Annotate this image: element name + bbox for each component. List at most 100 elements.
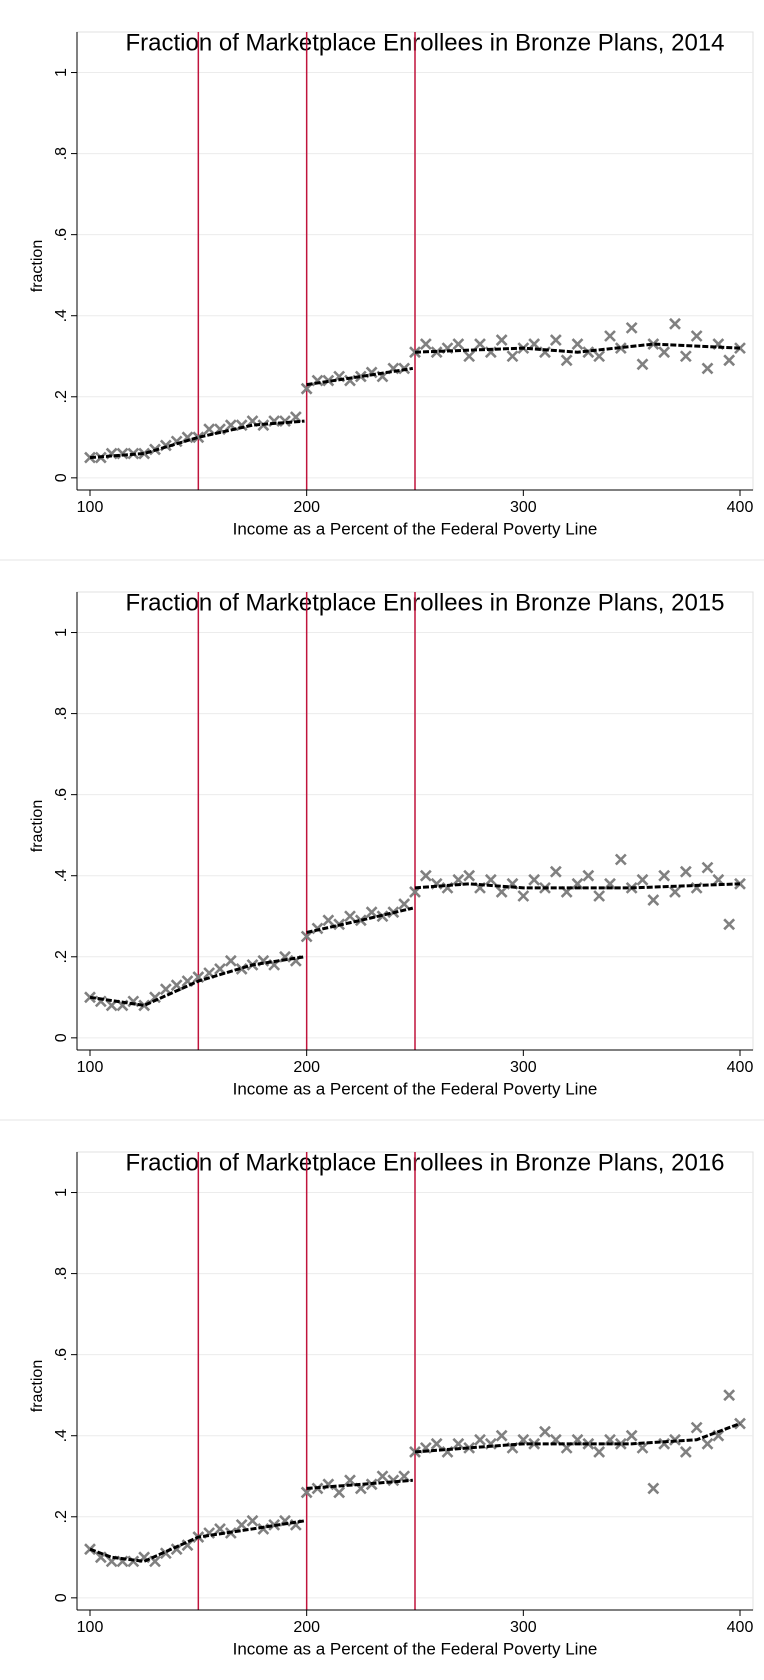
chart-panel: Fraction of Marketplace Enrollees in Bro… (29, 29, 754, 538)
scatter-point (419, 869, 432, 882)
scatter-point (203, 423, 216, 436)
scatter-point (322, 374, 335, 387)
scatter-point (679, 865, 692, 878)
scatter-point (582, 869, 595, 882)
scatter-point (528, 1437, 541, 1450)
scatter-point (94, 995, 107, 1008)
y-tick-label: 0 (53, 473, 70, 482)
x-axis-label: Income as a Percent of the Federal Pover… (233, 519, 598, 538)
scatter-point (506, 350, 519, 363)
fit-line (414, 342, 741, 354)
y-axis-label: fraction (29, 800, 46, 852)
scatter-point (354, 914, 367, 927)
scatter-point (138, 999, 151, 1012)
fit-line (89, 419, 305, 460)
scatter-point (159, 983, 172, 996)
scatter-point (636, 873, 649, 886)
scatter-point (246, 1514, 259, 1527)
scatter-point (322, 914, 335, 927)
scatter-point (430, 1437, 443, 1450)
scatter-point (224, 954, 237, 967)
scatter-point (528, 873, 541, 886)
scatter-point (495, 334, 508, 346)
x-axis-label: Income as a Percent of the Federal Pover… (233, 1639, 598, 1658)
y-axis-label: fraction (29, 240, 46, 292)
scatter-point (495, 1429, 508, 1442)
fit-line (414, 1422, 741, 1454)
y-tick-label: 1 (53, 68, 70, 77)
fit-line (306, 1478, 413, 1490)
fit-line (306, 906, 414, 934)
scatter-point (517, 890, 530, 902)
scatter-point (235, 1518, 248, 1531)
scatter-point (560, 354, 573, 367)
scatter-point (647, 338, 660, 351)
chart-panel: Fraction of Marketplace Enrollees in Bro… (0, 559, 764, 1098)
x-tick-label: 400 (727, 499, 754, 516)
fit-line (414, 882, 741, 890)
scatter-point (235, 419, 248, 432)
scatter-point (398, 898, 411, 911)
y-axis-label: fraction (29, 1360, 46, 1412)
scatter-point (647, 894, 660, 906)
y-tick-label: .8 (53, 707, 70, 720)
scatter-point (625, 321, 638, 334)
x-tick-label: 200 (293, 1059, 320, 1076)
chart-title: Fraction of Marketplace Enrollees in Bro… (126, 589, 725, 616)
scatter-point (723, 354, 736, 367)
scatter-point (690, 1421, 703, 1434)
chart-title: Fraction of Marketplace Enrollees in Bro… (126, 1149, 725, 1176)
x-tick-label: 300 (510, 1619, 537, 1636)
scatter-point (354, 370, 367, 383)
scatter-point (484, 873, 497, 886)
scatter-point (669, 317, 681, 330)
x-tick-label: 200 (293, 499, 320, 516)
x-tick-label: 100 (77, 1619, 104, 1636)
y-tick-label: .6 (53, 788, 70, 801)
scatter-point (571, 1433, 584, 1446)
scatter-point (636, 358, 649, 371)
scatter-point (84, 1543, 96, 1556)
scatter-point (94, 1551, 107, 1564)
scatter-point (701, 1437, 714, 1450)
scatter-point (571, 877, 584, 890)
y-tick-label: .2 (53, 390, 70, 403)
scatter-point (539, 1425, 551, 1438)
scatter-point (344, 1474, 356, 1487)
scatter-point (452, 1437, 465, 1450)
scatter-point (604, 1433, 616, 1446)
y-tick-label: .2 (53, 1510, 70, 1523)
x-axis-label: Income as a Percent of the Federal Pover… (233, 1079, 598, 1098)
scatter-point (701, 861, 714, 874)
fit-line (306, 366, 414, 387)
scatter-point (463, 350, 476, 363)
y-tick-label: .6 (53, 228, 70, 241)
scatter-point (679, 1446, 692, 1458)
x-tick-label: 400 (727, 1619, 754, 1636)
scatter-point (365, 906, 378, 919)
scatter-point (723, 918, 736, 931)
scatter-point (647, 1482, 660, 1495)
scatter-point (311, 922, 324, 935)
scatter-point (463, 869, 476, 882)
scatter-point (734, 342, 746, 355)
scatter-point (604, 330, 616, 342)
scatter-point (625, 1429, 638, 1442)
y-tick-label: .8 (53, 1267, 70, 1280)
y-tick-label: 1 (53, 1188, 70, 1197)
fit-line (89, 955, 305, 1007)
x-tick-label: 400 (727, 1059, 754, 1076)
x-tick-label: 300 (510, 499, 537, 516)
fit-line (89, 1519, 305, 1563)
scatter-point (593, 890, 606, 902)
y-tick-label: .2 (53, 950, 70, 963)
y-tick-label: 1 (53, 628, 70, 637)
scatter-point (344, 910, 356, 923)
x-tick-label: 300 (510, 1059, 537, 1076)
scatter-point (192, 431, 205, 444)
scatter-point (419, 338, 432, 351)
scatter-point (658, 346, 671, 359)
y-tick-label: .6 (53, 1348, 70, 1361)
